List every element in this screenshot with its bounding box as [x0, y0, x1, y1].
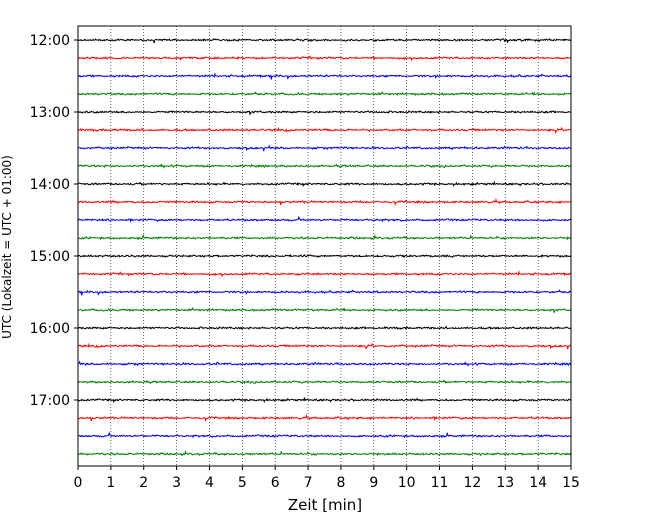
y-tick-label: 16:00	[30, 321, 70, 337]
trace-line	[77, 216, 572, 224]
trace-line	[77, 449, 572, 457]
y-tick-label: 14:00	[30, 177, 70, 193]
trace-line	[77, 253, 572, 259]
x-tick-label: 0	[74, 475, 83, 491]
x-tick-label: 10	[398, 475, 416, 491]
trace-line	[77, 55, 572, 62]
trace-line	[77, 126, 572, 134]
x-tick-label: 12	[463, 475, 481, 491]
plot-background	[78, 26, 571, 466]
trace-line	[77, 360, 572, 367]
trace-line	[77, 197, 572, 207]
seismic-traces	[77, 37, 572, 457]
trace-line	[77, 144, 572, 152]
trace-line	[77, 413, 572, 423]
trace-line	[77, 307, 572, 314]
x-tick-label: 8	[336, 475, 345, 491]
y-tick-label: 15:00	[30, 249, 70, 265]
trace-line	[77, 342, 572, 350]
trace-line	[77, 432, 572, 439]
x-axis-label: Zeit [min]	[288, 496, 362, 514]
x-axis-ticks: 0 1 2 3 4 5 6 7 8 9 10 11 12 13 14 15	[74, 466, 580, 491]
trace-line	[77, 289, 572, 296]
vertical-grid	[110, 26, 539, 466]
x-tick-label: 7	[304, 475, 313, 491]
trace-line	[77, 163, 572, 169]
y-tick-label: 17:00	[30, 393, 70, 409]
trace-line	[77, 110, 572, 116]
trace-line	[77, 379, 572, 385]
x-tick-label: 9	[369, 475, 378, 491]
x-tick-label: 13	[496, 475, 514, 491]
x-tick-label: 2	[139, 475, 148, 491]
plot-frame	[77, 25, 572, 467]
x-tick-label: 11	[431, 475, 449, 491]
y-tick-label: 12:00	[30, 33, 70, 49]
x-tick-label: 6	[271, 475, 280, 491]
trace-line	[77, 180, 572, 188]
trace-line	[77, 37, 572, 44]
x-tick-label: 14	[529, 475, 547, 491]
y-tick-label: 13:00	[30, 105, 70, 121]
trace-line	[77, 396, 572, 404]
y-axis-label: UTC (Lokalzeit = UTC + 01:00)	[0, 155, 14, 339]
trace-line	[77, 270, 572, 278]
x-tick-label: 3	[172, 475, 181, 491]
y-axis-ticks: 12:00 13:00 14:00 15:00 16:00 17:00	[30, 33, 78, 409]
trace-line	[77, 72, 572, 80]
trace-line	[77, 91, 572, 97]
trace-line	[77, 325, 572, 331]
x-tick-label: 15	[562, 475, 580, 491]
x-tick-label: 4	[205, 475, 214, 491]
trace-line	[77, 233, 572, 241]
x-tick-label: 5	[238, 475, 247, 491]
x-tick-label: 1	[106, 475, 115, 491]
